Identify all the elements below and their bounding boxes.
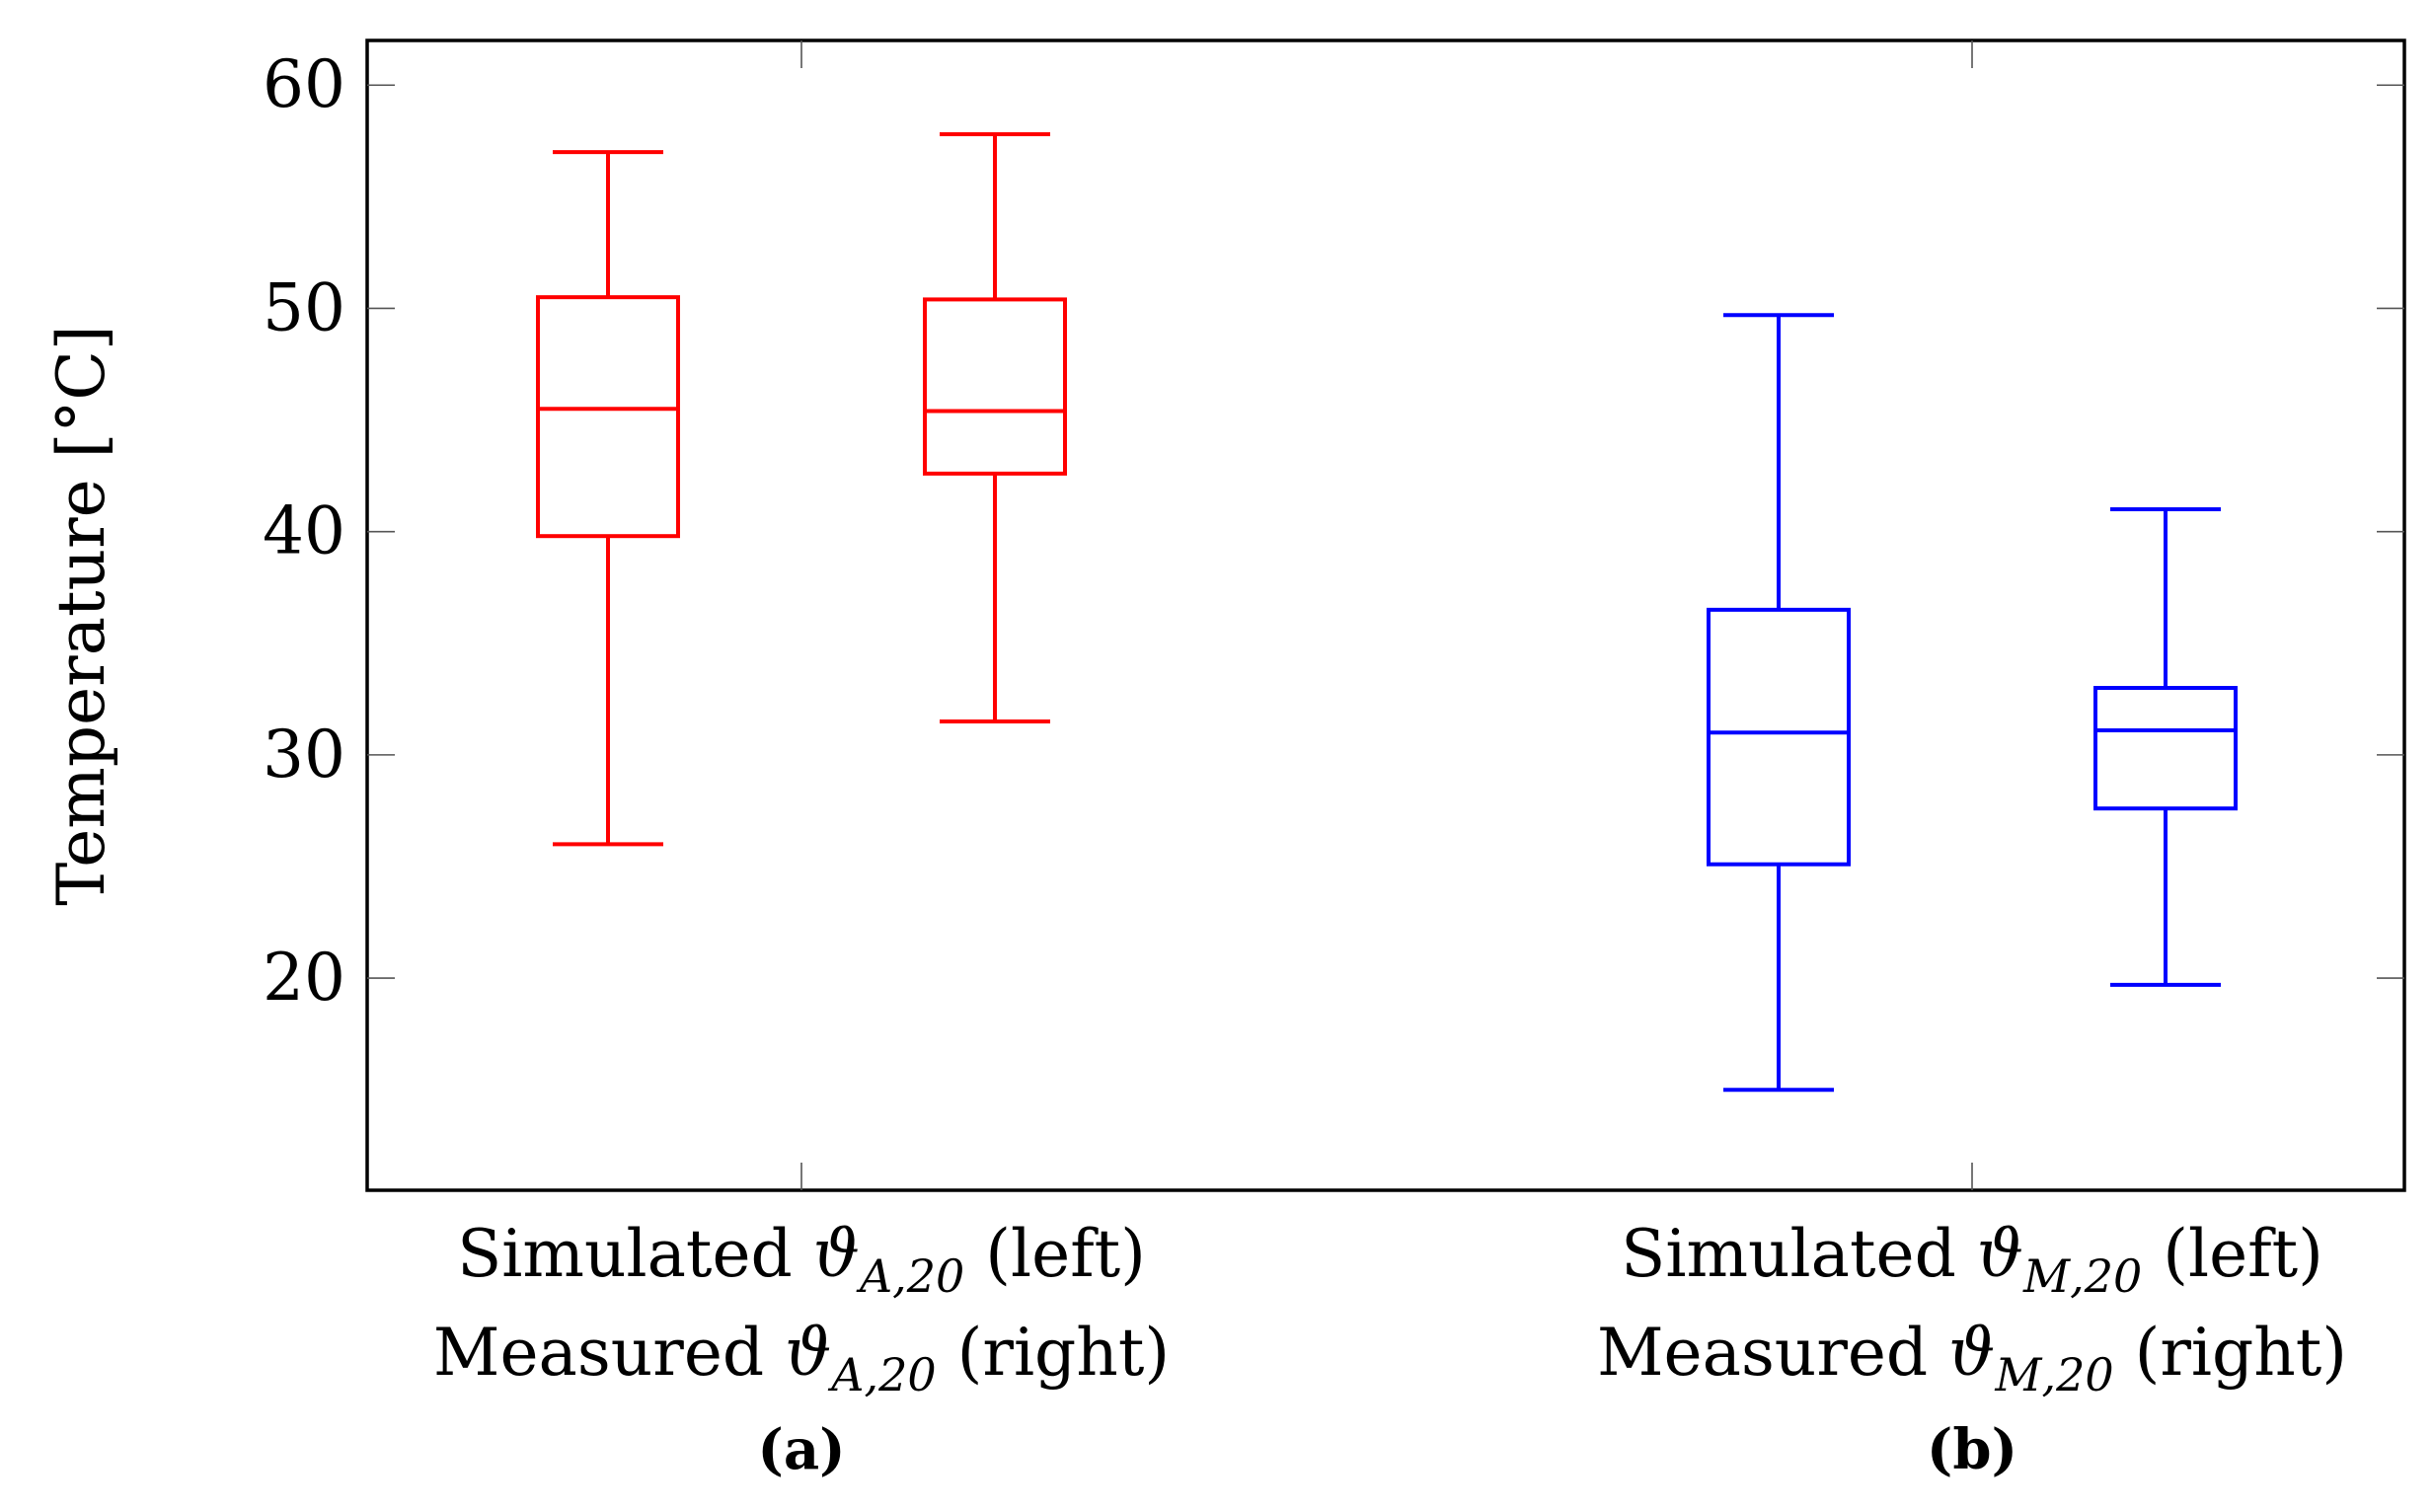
category-label-measured: Measured ϑM,20 (right)	[1597, 1315, 2347, 1401]
box-b-measured	[2093, 507, 2238, 987]
category-label-measured: Measured ϑA,20 (right)	[433, 1315, 1170, 1401]
iqr-box	[1707, 607, 1851, 867]
y-axis-title: Temperature [°C]	[43, 325, 119, 905]
plot-frame	[365, 38, 2406, 1192]
box-a-simulated	[536, 150, 680, 847]
panel-label-a: (a)	[757, 1417, 845, 1482]
iqr-box	[536, 295, 680, 539]
y-tick-label: 30	[263, 717, 345, 793]
labels: 20 30 40 50 60 Temperature [°C] Simulated ϑA,2…	[43, 46, 2347, 1482]
box-b-simulated	[1707, 313, 1851, 1093]
y-tick-label: 40	[263, 493, 345, 569]
category-label-simulated: Simulated ϑM,20 (left)	[1621, 1216, 2323, 1303]
box-a-measured	[923, 132, 1067, 723]
iqr-box	[2093, 686, 2238, 811]
y-tick-label: 60	[263, 46, 345, 122]
axes	[365, 38, 2406, 1192]
panel-label-b: (b)	[1927, 1417, 2017, 1482]
plot-area	[536, 132, 2238, 1093]
y-tick-label: 50	[263, 269, 345, 345]
y-tick-label: 20	[263, 940, 345, 1016]
category-label-simulated: Simulated ϑA,20 (left)	[457, 1216, 1146, 1303]
iqr-box	[923, 297, 1067, 476]
